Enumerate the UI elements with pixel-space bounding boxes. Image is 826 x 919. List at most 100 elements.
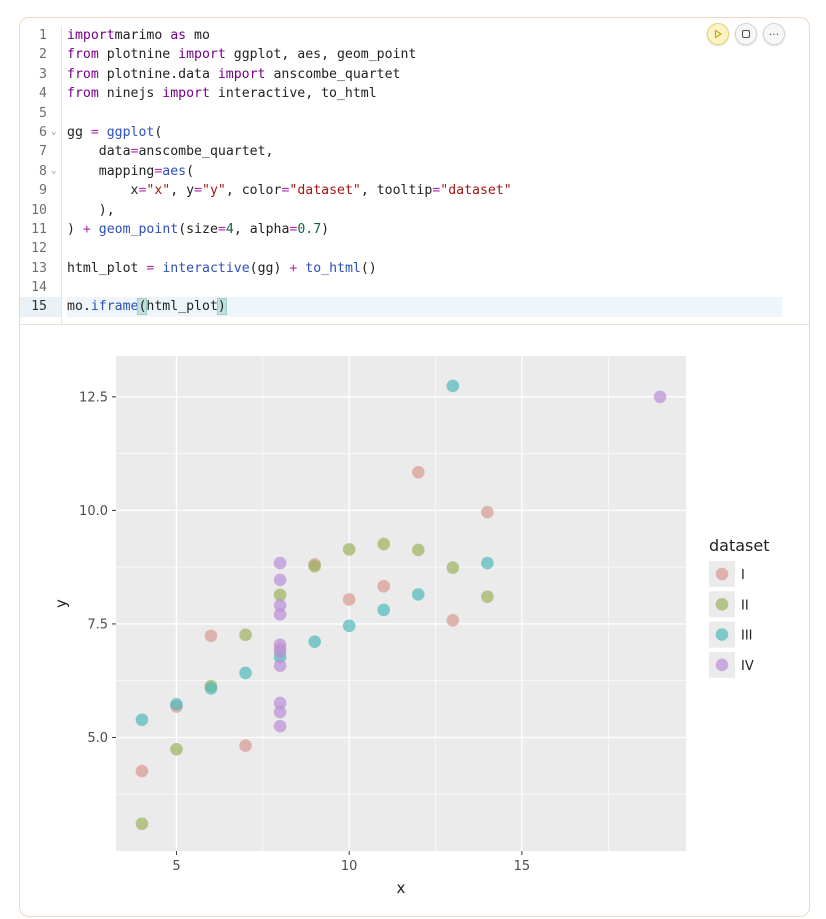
data-point-IV[interactable] [273, 573, 287, 587]
data-point-II[interactable] [273, 588, 287, 602]
code-line[interactable]: 14 [20, 278, 809, 297]
line-number: 9 [39, 183, 47, 199]
legend-key-point [715, 598, 729, 611]
data-point-III[interactable] [239, 666, 252, 680]
code-token: to_html [305, 260, 361, 276]
code-line[interactable]: 13 html_plot = interactive(gg) + to_html(… [20, 259, 809, 278]
code-token: 0.7 [297, 221, 322, 237]
code-token: ( [137, 298, 148, 316]
line-number: 12 [31, 241, 47, 257]
line-number: 2 [39, 47, 47, 63]
code-line[interactable]: 9 x="x", y="y", color="dataset", tooltip… [20, 181, 809, 200]
code-line[interactable]: 8 ⌄ mapping=aes( [20, 162, 809, 181]
code-line[interactable]: 7 data=anscombe_quartet, [20, 142, 809, 161]
code-editor[interactable]: 1 importmarimo as mo 2 from plotnine import… [20, 26, 809, 326]
data-point-I[interactable] [481, 505, 494, 519]
data-point-I[interactable] [135, 764, 149, 778]
code-line[interactable]: 11) + geom_point(size=4, alpha=0.7) [20, 220, 809, 239]
data-point-IV[interactable] [273, 719, 287, 733]
data-point-III[interactable] [377, 603, 391, 617]
ellipsis-icon: ··· [768, 27, 780, 41]
code-token: aes [162, 163, 187, 179]
legend-label: I [741, 568, 745, 583]
data-point-III[interactable] [308, 635, 321, 648]
data-point-IV[interactable] [273, 659, 287, 673]
code-token: mo [186, 28, 210, 43]
data-point-II[interactable] [239, 628, 252, 642]
data-point-IV[interactable] [653, 390, 667, 404]
data-point-II[interactable] [481, 590, 494, 603]
code-token: = [138, 183, 147, 199]
code-line[interactable]: 12 [20, 239, 809, 258]
code-line[interactable]: 5 [20, 104, 809, 123]
code-text: ) + geom_point(size=4, alpha=0.7) [67, 220, 782, 239]
line-number: 8 [39, 163, 47, 179]
data-point-III[interactable] [170, 698, 183, 711]
data-point-II[interactable] [446, 561, 460, 574]
data-point-III[interactable] [411, 588, 425, 601]
code-line[interactable]: 6 ⌄ gg = ggplot( [20, 123, 809, 142]
data-point-III[interactable] [342, 619, 356, 633]
data-point-II[interactable] [135, 817, 149, 831]
data-point-III[interactable] [204, 682, 218, 695]
data-point-IV[interactable] [273, 608, 287, 621]
data-point-IV[interactable] [273, 705, 287, 719]
code-token: = [194, 183, 203, 199]
code-line[interactable]: 3 from plotnine.data import anscombe_quar… [20, 65, 809, 84]
run-cell-button[interactable] [707, 23, 729, 45]
data-point-I[interactable] [204, 629, 218, 643]
data-point-IV[interactable] [273, 556, 287, 570]
line-number: 7 [39, 144, 47, 160]
data-point-II[interactable] [170, 742, 183, 756]
code-line[interactable]: 2 from plotnine import ggplot, aes, geom_… [20, 45, 809, 64]
x-tick-label: 15 [514, 859, 531, 874]
code-line[interactable]: 4 from ninejs import interactive, to_html [20, 84, 809, 103]
notebook-cell: ··· 1 importmarimo as mo 2 from plotnine im… [19, 17, 810, 917]
fold-chevron-icon[interactable]: ⌄ [51, 126, 57, 137]
code-token: x [67, 183, 139, 199]
data-point-II[interactable] [342, 543, 356, 556]
code-token: = [217, 221, 226, 237]
code-line[interactable]: 1 importmarimo as mo [20, 26, 809, 45]
legend-key-point [715, 567, 729, 581]
data-point-III[interactable] [481, 556, 494, 570]
code-token: anscombe_quartet [265, 66, 401, 82]
code-line[interactable]: 10 ), [20, 201, 809, 220]
code-text: from plotnine.data import anscombe_quart… [67, 65, 782, 84]
code-text: importmarimo as mo [67, 26, 782, 45]
data-point-IV[interactable] [273, 599, 287, 612]
x-axis-title: x [397, 879, 406, 897]
y-tick-label: 10.0 [79, 504, 108, 519]
data-point-IV[interactable] [273, 696, 287, 710]
code-text: ), [67, 201, 782, 220]
code-text: from ninejs import interactive, to_html [67, 84, 782, 103]
data-point-III[interactable] [135, 713, 149, 727]
code-token: import [178, 47, 226, 63]
data-point-II[interactable] [411, 543, 425, 557]
code-token: gg [67, 124, 91, 140]
data-point-II[interactable] [377, 537, 391, 551]
data-point-I[interactable] [239, 739, 252, 752]
data-point-I[interactable] [342, 593, 356, 606]
data-point-I[interactable] [446, 614, 460, 627]
y-tick-label: 12.5 [79, 390, 108, 405]
code-text: from plotnine import ggplot, aes, geom_p… [67, 45, 782, 64]
data-point-II[interactable] [308, 559, 321, 573]
code-token: ggplot [98, 124, 155, 140]
line-number: 13 [31, 260, 47, 276]
code-text: html_plot = interactive(gg) + to_html() [67, 259, 782, 278]
data-point-III[interactable] [446, 379, 460, 393]
x-tick-label: 5 [172, 859, 180, 874]
data-point-IV[interactable] [273, 645, 287, 658]
stop-cell-button[interactable] [735, 23, 757, 45]
fold-chevron-icon[interactable]: ⌄ [51, 165, 57, 176]
code-token: (gg) [249, 260, 290, 276]
code-token: "dataset" [440, 183, 512, 199]
code-line[interactable]: 15 mo.iframe(html_plot) [20, 297, 809, 317]
data-point-I[interactable] [377, 579, 391, 593]
data-point-I[interactable] [411, 465, 425, 479]
more-options-button[interactable]: ··· [763, 23, 785, 45]
code-token: html_plot [67, 260, 147, 276]
code-token: from [67, 47, 99, 63]
